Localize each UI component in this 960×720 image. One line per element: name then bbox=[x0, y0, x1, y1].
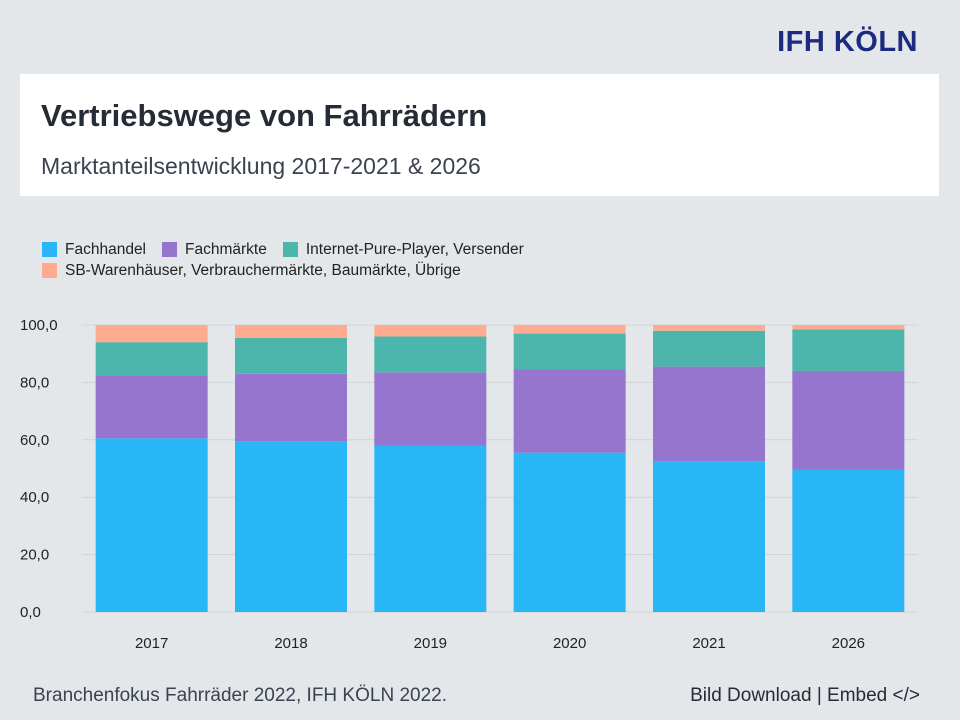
legend-label-fachmaerkte: Fachmärkte bbox=[185, 240, 267, 258]
x-tick-label: 2020 bbox=[553, 635, 586, 652]
footer-actions: Bild Download | Embed </> bbox=[690, 685, 920, 707]
title-card: Vertriebswege von Fahrrädern Marktanteil… bbox=[20, 74, 939, 196]
bar-segment-2018-3 bbox=[235, 325, 347, 338]
chart-title: Vertriebswege von Fahrrädern bbox=[41, 98, 488, 133]
y-tick-label: 60,0 bbox=[20, 432, 49, 449]
bar-segment-2021-0 bbox=[653, 461, 765, 612]
bar-segment-2026-2 bbox=[792, 329, 905, 371]
bar-segment-2020-2 bbox=[513, 333, 626, 370]
legend-label-internet: Internet-Pure-Player, Versender bbox=[305, 240, 524, 258]
y-tick-label: 40,0 bbox=[20, 489, 49, 506]
x-tick-label: 2018 bbox=[274, 635, 307, 652]
legend-label-sb: SB-Warenhäuser, Verbrauchermärkte, Baumä… bbox=[65, 261, 461, 279]
bar-segment-2017-3 bbox=[95, 325, 208, 343]
x-tick-label: 2017 bbox=[135, 635, 168, 652]
footer-separator: | bbox=[816, 685, 822, 706]
embed-link[interactable]: Embed </> bbox=[827, 685, 920, 706]
bar-segment-2020-0 bbox=[513, 452, 626, 612]
legend-swatch-internet bbox=[282, 242, 298, 257]
chart-subtitle: Marktanteilsentwicklung 2017-2021 & 2026 bbox=[41, 153, 481, 179]
stacked-bar-chart: 0,0 20,0 40,0 60,0 80,0 100,0 2017 2018 2019 2020… bbox=[20, 317, 918, 652]
bar-segment-2021-1 bbox=[653, 366, 765, 462]
bar-segment-2026-3 bbox=[792, 325, 905, 330]
bar-segment-2021-2 bbox=[653, 330, 765, 367]
download-link[interactable]: Bild Download bbox=[690, 685, 812, 706]
x-tick-label: 2019 bbox=[414, 635, 447, 652]
bar-segment-2018-1 bbox=[235, 373, 347, 442]
brand-logo: IFH KÖLN bbox=[777, 26, 918, 58]
y-tick-label: 100,0 bbox=[20, 317, 58, 334]
y-tick-label: 0,0 bbox=[20, 604, 41, 621]
bar-segment-2020-3 bbox=[513, 325, 626, 334]
bar-segment-2019-3 bbox=[374, 325, 487, 337]
legend-swatch-fachhandel bbox=[42, 242, 57, 257]
bar-segment-2026-0 bbox=[792, 469, 905, 612]
legend-swatch-fachmaerkte bbox=[162, 242, 178, 257]
bar-segment-2026-1 bbox=[792, 370, 905, 470]
x-tick-label: 2026 bbox=[832, 635, 865, 652]
source-note: Branchenfokus Fahrräder 2022, IFH KÖLN 2… bbox=[33, 685, 448, 706]
bar-segment-2021-3 bbox=[653, 325, 765, 331]
bar-segment-2020-1 bbox=[513, 369, 626, 453]
legend: Fachhandel Fachmärkte Internet-Pure-Play… bbox=[42, 239, 540, 281]
legend-swatch-sb bbox=[42, 263, 57, 278]
bar-segment-2019-2 bbox=[374, 336, 487, 373]
legend-item-fachhandel: Fachhandel bbox=[42, 241, 146, 259]
bar-segment-2017-1 bbox=[95, 375, 208, 439]
legend-item-fachmaerkte: Fachmärkte bbox=[162, 241, 267, 259]
y-tick-label: 80,0 bbox=[20, 374, 49, 391]
legend-item-sb: SB-Warenhäuser, Verbrauchermärkte, Baumä… bbox=[42, 262, 461, 280]
bar-segment-2017-2 bbox=[95, 342, 208, 376]
y-tick-label: 20,0 bbox=[20, 547, 49, 564]
bar-segment-2018-0 bbox=[235, 441, 347, 612]
x-tick-label: 2021 bbox=[692, 635, 725, 652]
legend-label-fachhandel: Fachhandel bbox=[65, 240, 147, 258]
bar-segment-2019-1 bbox=[374, 372, 487, 446]
bar-segment-2017-0 bbox=[95, 438, 208, 612]
bar-segment-2018-2 bbox=[235, 337, 347, 374]
legend-item-internet: Internet-Pure-Player, Versender bbox=[282, 240, 524, 259]
bar-segment-2019-0 bbox=[374, 445, 487, 612]
